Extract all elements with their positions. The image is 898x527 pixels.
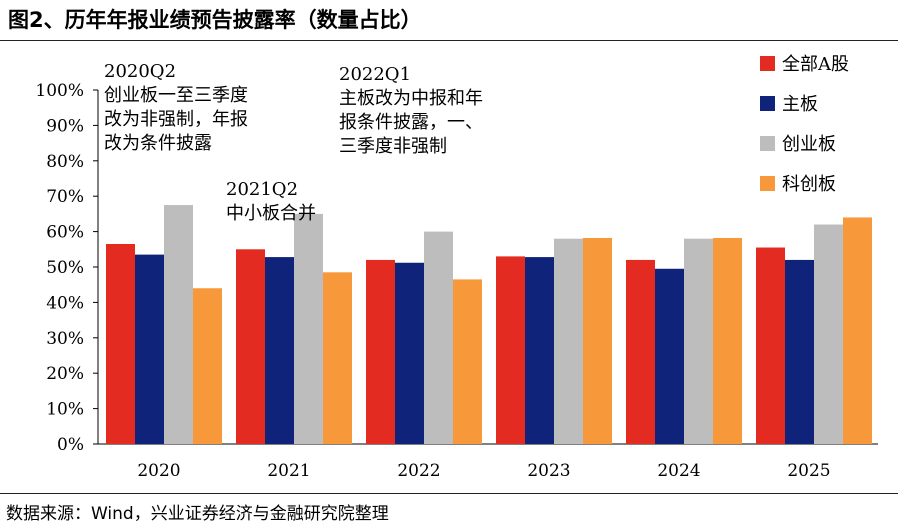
y-tick-label: 20% [46, 364, 84, 384]
annotation-line: 改为非强制，年报 [104, 109, 248, 130]
y-tick-label: 80% [46, 152, 84, 172]
figure-source: 数据来源：Wind，兴业证券经济与金融研究院整理 [6, 504, 389, 524]
bar-2024-3 [713, 237, 742, 444]
legend-label: 科创板 [782, 174, 836, 195]
bar-2021-3 [323, 272, 352, 444]
bar-2024-0 [626, 259, 655, 444]
legend-swatch [760, 176, 775, 191]
y-tick-label: 40% [46, 293, 84, 313]
x-tick-label: 2020 [137, 461, 180, 481]
annotation-title: 2022Q1 [339, 64, 412, 85]
y-tick-label: 60% [46, 223, 84, 243]
bar-2023-1 [525, 257, 554, 444]
bar-2021-1 [265, 257, 294, 444]
x-tick-label: 2022 [397, 461, 440, 481]
y-tick-label: 30% [46, 329, 84, 349]
annotation-title: 2021Q2 [226, 179, 299, 200]
annotation-title: 2020Q2 [104, 61, 177, 82]
bar-2022-2 [424, 231, 453, 444]
bar-2020-3 [193, 288, 222, 444]
legend-swatch [760, 136, 775, 151]
bar-2025-2 [814, 224, 843, 444]
bar-2020-0 [106, 243, 135, 444]
annotation-2021q2: 2021Q2 中小板合并 [226, 178, 316, 226]
bar-2022-1 [395, 262, 424, 444]
y-tick-label: 10% [46, 400, 84, 420]
bar-2023-3 [583, 237, 612, 444]
bar-2024-1 [655, 268, 684, 444]
bar-2021-2 [294, 213, 323, 444]
legend-swatch [760, 56, 775, 71]
figure-title: 图2、历年年报业绩预告披露率（数量占比） [8, 8, 422, 32]
bar-2022-0 [366, 259, 395, 444]
bar-2023-0 [496, 256, 525, 444]
x-tick-label: 2023 [527, 461, 570, 481]
legend-label: 创业板 [782, 134, 836, 155]
annotation-line: 报条件披露，一、 [339, 112, 483, 133]
y-tick-label: 50% [46, 258, 84, 278]
legend-swatch [760, 96, 775, 111]
bar-2025-1 [785, 259, 814, 444]
annotation-line: 主板改为中报和年 [339, 88, 483, 109]
y-tick-label: 100% [35, 81, 84, 101]
bar-2023-2 [554, 238, 583, 444]
bar-2025-3 [843, 217, 872, 444]
y-tick-label: 90% [46, 116, 84, 136]
legend-label: 主板 [782, 94, 818, 115]
title-divider [0, 40, 898, 41]
annotation-line: 三季度非强制 [339, 136, 447, 157]
annotation-line: 中小板合并 [226, 203, 316, 224]
bar-2022-3 [453, 279, 482, 444]
bar-2025-0 [756, 247, 785, 444]
annotation-line: 创业板一至三季度 [104, 85, 248, 106]
bar-2024-2 [684, 238, 713, 444]
bar-2020-2 [164, 205, 193, 444]
x-tick-label: 2025 [787, 461, 830, 481]
source-divider [0, 493, 898, 494]
legend-label: 全部A股 [782, 54, 849, 75]
x-tick-label: 2024 [657, 461, 700, 481]
bar-chart: 0% 10% 20% 30% 40% 50% 60% 70% 80% 90% 100% 2020 202… [35, 54, 878, 481]
bar-2021-0 [236, 249, 265, 444]
annotation-2020q2: 2020Q2 创业板一至三季度 改为非强制，年报 改为条件披露 [104, 60, 248, 156]
annotation-2022q1: 2022Q1 主板改为中报和年 报条件披露，一、 三季度非强制 [339, 63, 483, 159]
y-tick-label: 0% [57, 435, 84, 455]
x-tick-label: 2021 [267, 461, 310, 481]
bar-2020-1 [135, 254, 164, 444]
y-tick-label: 70% [46, 187, 84, 207]
annotation-line: 改为条件披露 [104, 133, 212, 154]
